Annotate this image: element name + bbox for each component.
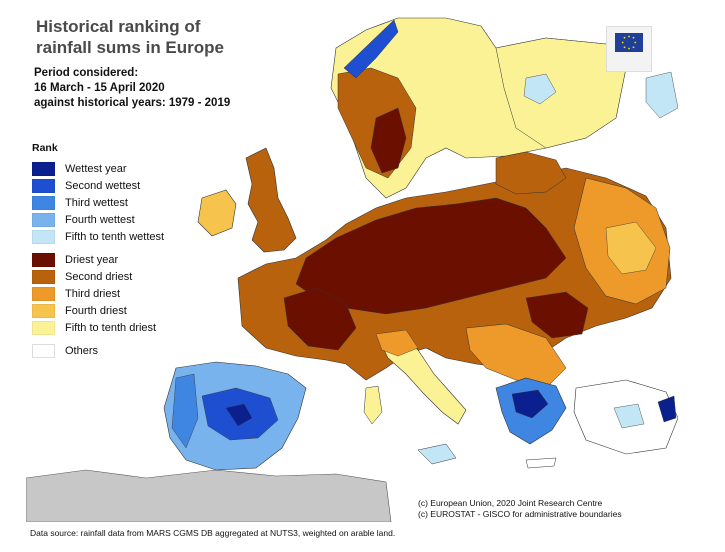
romania-driest-patch (525, 291, 589, 339)
legend-swatch (32, 229, 55, 244)
norway-north-wet (343, 19, 399, 79)
legend-label: Others (65, 344, 99, 357)
legend-swatch (32, 343, 55, 358)
france-driest-core (283, 287, 357, 351)
legend-label: Third driest (65, 287, 121, 300)
ireland (197, 189, 237, 237)
legend-swatch (32, 269, 55, 284)
turkey-wet-patch (613, 403, 645, 429)
finland-east (495, 37, 627, 149)
finland-wet-patch (523, 73, 557, 105)
legend-item-third-driest: Third driest (32, 285, 164, 302)
period-description: Period considered: 16 March - 15 April 2… (34, 67, 231, 109)
legend-item-wettest: Wettest year (32, 160, 164, 177)
crete (525, 457, 557, 469)
legend-item-driest: Driest year (32, 251, 164, 268)
legend-label: Second wettest (65, 179, 141, 192)
legend-item-second-wettest: Second wettest (32, 177, 164, 194)
italy-north-dry (375, 329, 419, 357)
legend-item-others: Others (32, 342, 164, 359)
legend-item-fourth-wettest: Fourth wettest (32, 211, 164, 228)
legend-label: Third wettest (65, 196, 128, 209)
russia-east-wet (645, 71, 678, 119)
legend-swatch (32, 286, 55, 301)
legend-swatch (32, 161, 55, 176)
map-credits: (c) European Union, 2020 Joint Research … (418, 498, 622, 520)
legend-item-fifth-tenth-driest: Fifth to tenth driest (32, 319, 164, 336)
legend-item-fifth-tenth-wettest: Fifth to tenth wettest (32, 228, 164, 245)
sicily (417, 443, 457, 465)
legend-swatch (32, 252, 55, 267)
iberia-wettest-spot (225, 403, 253, 427)
legend-label: Fourth wettest (65, 213, 135, 226)
legend-heading: Rank (32, 142, 58, 154)
legend-swatch (32, 303, 55, 318)
legend-label: Second driest (65, 270, 133, 283)
legend-swatch (32, 195, 55, 210)
ukraine-fourth-driest (605, 221, 657, 275)
map-title: Historical ranking of rainfall sums in E… (36, 17, 224, 57)
legend-label: Fifth to tenth wettest (65, 230, 165, 243)
legend-item-second-driest: Second driest (32, 268, 164, 285)
legend-label: Fifth to tenth driest (65, 321, 157, 334)
legend-label: Wettest year (65, 162, 127, 175)
cyprus-wettest (657, 395, 677, 423)
legend-label: Driest year (65, 253, 119, 266)
sweden-south-driest (370, 107, 407, 174)
sardinia (363, 385, 383, 425)
legend-label: Fourth driest (65, 304, 127, 317)
legend-swatch (32, 178, 55, 193)
legend-item-fourth-driest: Fourth driest (32, 302, 164, 319)
north-africa-landmass (26, 469, 392, 522)
eu-logo (606, 26, 652, 72)
baltic-states (495, 151, 567, 195)
map-frame: Historical ranking of rainfall sums in E… (26, 8, 678, 522)
legend-item-third-wettest: Third wettest (32, 194, 164, 211)
legend-swatch (32, 320, 55, 335)
portugal-third-wettest (171, 373, 199, 449)
legend-swatch (32, 212, 55, 227)
credit-jrc: (c) European Union, 2020 Joint Research … (418, 498, 603, 508)
credit-eurostat: (c) EUROSTAT - GISCO for administrative … (418, 509, 622, 519)
data-source-note: Data source: rainfall data from MARS CGM… (30, 528, 396, 538)
greece-wettest (511, 389, 549, 419)
eu-flag-icon (615, 33, 643, 52)
map-legend: Rank Wettest year Second wettest Third w… (32, 142, 164, 359)
rainfall-ranking-map (26, 17, 678, 522)
great-britain (245, 147, 297, 253)
